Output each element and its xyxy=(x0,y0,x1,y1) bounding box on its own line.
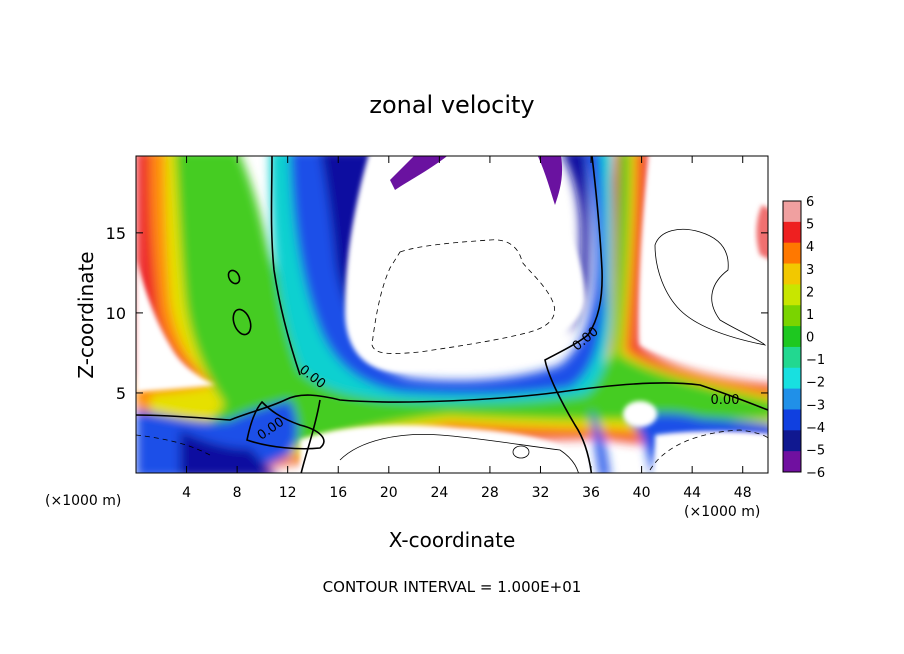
colorbar-swatch xyxy=(783,221,801,244)
velocity-field xyxy=(136,156,768,473)
x-unit-left: (×1000 m) xyxy=(45,493,121,509)
x-tick-label: 4 xyxy=(182,485,191,501)
y-tick-label: 10 xyxy=(106,304,126,323)
colorbar: 6 5 4 3 2 1 0 −1 −2 −3 −4 −5 −6 xyxy=(782,195,825,481)
x-axis-label: X-coordinate xyxy=(389,528,516,552)
colorbar-label: 6 xyxy=(806,195,814,210)
x-tick-label: 44 xyxy=(683,485,701,501)
colorbar-swatch xyxy=(783,201,801,223)
colorbar-label: 3 xyxy=(806,263,814,278)
colorbar-frame xyxy=(782,200,802,473)
colorbar-label: 0 xyxy=(806,331,814,346)
colorbar-swatch xyxy=(783,346,801,369)
x-tick-label: 24 xyxy=(430,485,448,501)
x-tick-label: 8 xyxy=(233,485,242,501)
field-band-blue-lower xyxy=(136,400,298,473)
x-unit-right: (×1000 m) xyxy=(684,504,760,520)
colorbar-swatch xyxy=(783,284,801,306)
field-white-bottom xyxy=(300,425,580,473)
x-tick-label: 28 xyxy=(481,485,499,501)
chart-title: zonal velocity xyxy=(369,91,534,119)
contour-interval-footer: CONTOUR INTERVAL = 1.000E+01 xyxy=(323,578,582,596)
field-red-corner xyxy=(756,205,768,259)
y-axis-label: Z-coordinate xyxy=(74,251,98,378)
colorbar-label: −4 xyxy=(806,421,825,436)
positive-contours xyxy=(339,228,767,473)
negative-contours xyxy=(136,239,768,471)
x-tick-label: 16 xyxy=(329,485,347,501)
colorbar-swatch xyxy=(783,430,801,452)
x-tick-label: 48 xyxy=(734,485,752,501)
colorbar-label: −5 xyxy=(806,443,825,458)
contour-label: 0.00 xyxy=(711,393,740,408)
field-white-hole xyxy=(623,401,657,427)
colorbar-swatch xyxy=(783,388,801,410)
colorbar-label: −2 xyxy=(806,376,825,391)
x-tick-label: 40 xyxy=(633,485,651,501)
y-tick-label: 15 xyxy=(106,224,126,243)
field-band-deepblue-lower xyxy=(180,430,275,473)
field-band-blue xyxy=(290,156,605,395)
field-white-right xyxy=(639,156,768,370)
x-tick-label: 20 xyxy=(380,485,398,501)
colorbar-label: 2 xyxy=(806,285,814,300)
field-violet-top xyxy=(390,156,448,190)
field-white-bottom-right xyxy=(655,431,768,473)
colorbar-swatch xyxy=(783,263,801,285)
colorbar-label: 4 xyxy=(806,240,814,255)
y-tick-label: 5 xyxy=(116,384,126,403)
x-tick-label: 36 xyxy=(582,485,600,501)
colorbar-swatch xyxy=(783,451,801,473)
field-white-core xyxy=(345,156,585,372)
field-band-green xyxy=(175,156,768,470)
colorbar-label: −6 xyxy=(806,466,825,481)
colorbar-swatch xyxy=(783,367,801,390)
field-band-deepblue xyxy=(320,156,410,350)
field-violet-top-right xyxy=(537,156,563,205)
colorbar-label: −1 xyxy=(806,353,825,368)
colorbar-swatch xyxy=(783,326,801,348)
colorbar-swatch xyxy=(783,409,801,431)
plot-frame xyxy=(135,155,769,474)
x-tick-label: 32 xyxy=(532,485,550,501)
colorbar-label: −3 xyxy=(806,398,825,413)
x-tick-label: 12 xyxy=(279,485,297,501)
colorbar-swatch xyxy=(783,242,801,264)
colorbar-label: 1 xyxy=(806,308,814,323)
zero-contours xyxy=(136,156,768,473)
colorbar-swatch xyxy=(783,305,801,327)
colorbar-label: 5 xyxy=(806,218,814,233)
field-white-left xyxy=(136,260,215,392)
